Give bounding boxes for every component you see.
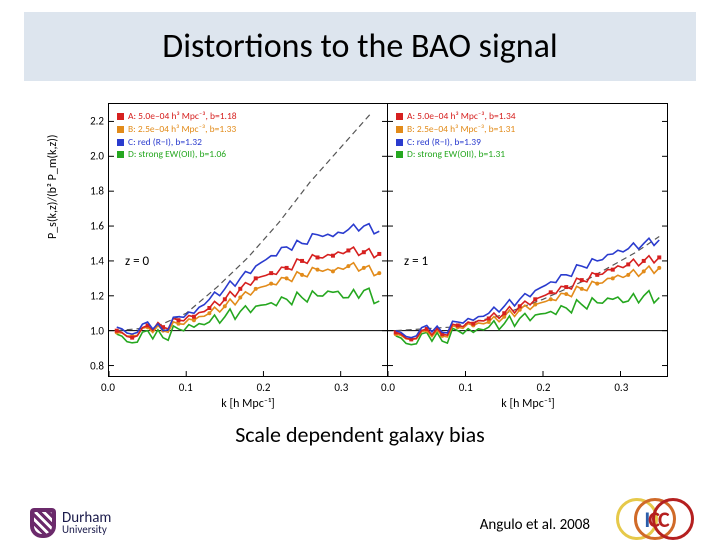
panel-right: A: 5.0e–04 h³ Mpc⁻³, b=1.34B: 2.5e–04 h³…: [388, 103, 668, 377]
panel-left: A: 5.0e–04 h³ Mpc⁻³, b=1.18B: 2.5e–04 h³…: [108, 103, 388, 377]
shield-icon: [30, 508, 56, 538]
citation: Angulo et al. 2008: [480, 516, 590, 534]
caption: Scale dependent galaxy bias: [0, 421, 720, 448]
y-axis: 0.81.01.21.41.61.82.02.2: [88, 103, 108, 377]
legend-right: A: 5.0e–04 h³ Mpc⁻³, b=1.34B: 2.5e–04 h³…: [396, 110, 516, 161]
y-axis-label: P_s(k,z)/(b² P_m(k,z)): [46, 134, 60, 239]
x-axis-right: 0.00.10.20.3k [h Mpc⁻¹]: [388, 377, 668, 417]
z-label-right: z = 1: [404, 254, 428, 269]
z-label-left: z = 0: [125, 254, 149, 269]
icc-logo: ICC: [616, 498, 696, 540]
legend-left: A: 5.0e–04 h³ Mpc⁻³, b=1.18B: 2.5e–04 h³…: [117, 110, 237, 161]
title-bar: Distortions to the BAO signal: [24, 12, 696, 81]
x-axis: 0.00.10.20.3k [h Mpc⁻¹] 0.00.10.20.3k [h…: [108, 377, 668, 417]
durham-text: Durham University: [62, 511, 111, 536]
slide-title: Distortions to the BAO signal: [44, 26, 676, 67]
chart-area: P_s(k,z)/(b² P_m(k,z)) 0.81.01.21.41.61.…: [40, 89, 680, 419]
footer: Durham University Angulo et al. 2008 ICC: [0, 496, 720, 546]
durham-logo: Durham University: [30, 508, 111, 538]
chart-panels: A: 5.0e–04 h³ Mpc⁻³, b=1.18B: 2.5e–04 h³…: [108, 103, 668, 377]
x-axis-left: 0.00.10.20.3k [h Mpc⁻¹]: [108, 377, 388, 417]
